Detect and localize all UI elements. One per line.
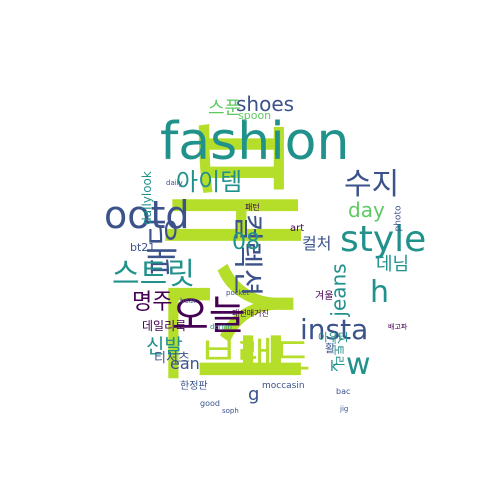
word-moccasin: moccasin — [262, 381, 305, 391]
word-style: style — [340, 219, 427, 260]
word-insta: insta — [300, 313, 369, 346]
word-denim-kr: 데님 — [376, 254, 410, 275]
word-item: 아이템 — [176, 168, 243, 196]
word-denim: denim — [210, 323, 232, 331]
word-k: k — [330, 359, 339, 375]
word-spoon: spoon — [238, 109, 272, 122]
word-oneul: 오늘 — [172, 293, 246, 339]
word-street: 스트릿 — [112, 257, 195, 292]
word-brand: 브랜드 — [200, 335, 311, 381]
word-pocket: pocket — [226, 289, 250, 297]
word-bac: bac — [336, 387, 351, 396]
word-daily: daily — [166, 179, 183, 187]
word-suji: 수지 — [344, 167, 400, 202]
word-ean: ean — [170, 354, 200, 373]
word-pattern: 패턴 — [245, 203, 260, 212]
word-g: g — [248, 384, 260, 405]
word-spoon-kr: 스푼 — [208, 98, 242, 119]
word-hungry: 배고파 — [388, 323, 408, 331]
word-outer: 아우터 — [318, 331, 349, 344]
word-day: day — [348, 198, 385, 222]
word-dailylook: dailylook — [139, 171, 154, 225]
word-limited: 한정판 — [180, 381, 208, 392]
word-soph: soph — [222, 407, 239, 415]
word-fashion-magazine: 패션매거진 — [232, 309, 269, 318]
word-tshirt: 티셔츠 — [154, 351, 190, 366]
word-fashion: fashion — [160, 112, 350, 172]
word-w: w — [346, 347, 371, 382]
word-jeans: jeans — [326, 263, 351, 317]
word-myeongju: 명주 — [132, 290, 173, 315]
word-art: art — [290, 223, 305, 234]
word-winter: 겨울 — [315, 291, 334, 302]
word-dailylook-kr: 데일리룩 — [142, 319, 187, 333]
word-ootd: ootd — [104, 193, 190, 237]
word-good: good — [200, 399, 220, 408]
word-collection: 컬렉션 — [229, 213, 265, 297]
word-jig: jig — [340, 405, 349, 413]
word-08: 08 — [232, 230, 260, 255]
word-bt21: bt21 — [130, 241, 156, 254]
word-boat: boat — [180, 297, 196, 305]
word-hwal: 활 — [325, 342, 336, 355]
word-h: h — [370, 275, 390, 310]
word-culture: 컬처 — [302, 234, 332, 253]
word-photo: photo — [393, 205, 404, 232]
word-sinbal: 신발 — [146, 334, 183, 358]
word-shoes: shoes — [236, 92, 295, 116]
